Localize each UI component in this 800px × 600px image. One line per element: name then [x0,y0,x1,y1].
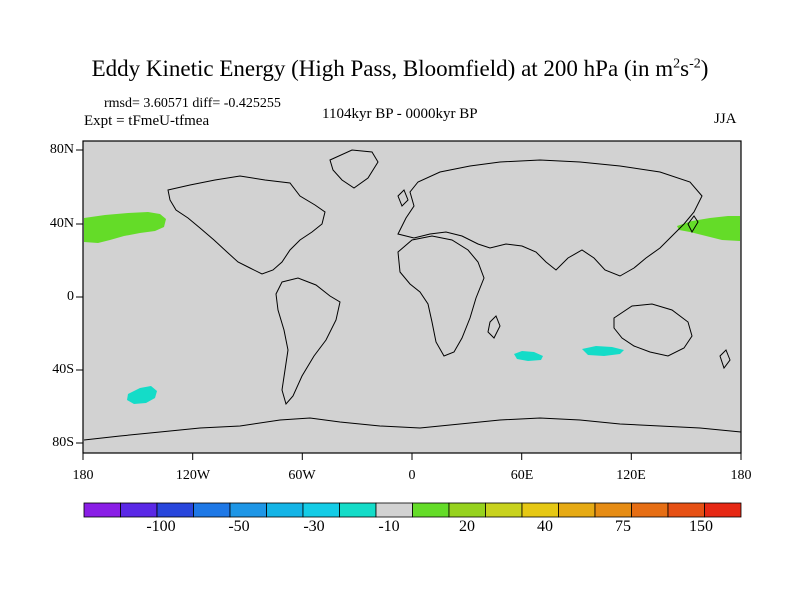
stats-label: rmsd= 3.60571 diff= -0.425255 [104,96,281,111]
colorbar-box [339,502,377,518]
season-label: JJA [714,111,737,127]
colorbar-box [156,502,194,518]
colorbar-box [594,502,632,518]
x-tick-180w: 180 [72,468,94,483]
colorbar-box [521,502,559,518]
colorbar-box [704,502,742,518]
colorbar-label: 150 [689,518,713,535]
colorbar-label: 40 [537,518,553,535]
colorbar-label: -100 [146,518,176,535]
colorbar-box [229,502,267,518]
x-tick-60w: 60W [288,468,316,483]
negative-anomaly-south-pacific [127,386,157,404]
colorbar-label: 75 [615,518,631,535]
coastlines [83,149,742,441]
colorbar-label: -30 [303,518,325,535]
colorbar-label: -50 [228,518,250,535]
coast-eurasia [397,159,703,277]
colorbar-box [120,502,158,518]
colorbar-box [631,502,669,518]
positive-anomaly-north-pacific-west [84,212,166,243]
y-tick-0: 0 [67,289,74,304]
colorbar-box [558,502,596,518]
coast-new-zealand [719,349,731,370]
colorbar-box [448,502,486,518]
y-tick-80n: 80N [49,142,74,157]
y-tick-40n: 40N [49,216,74,231]
colorbar-box [193,502,231,518]
negative-anomaly-indian-ocean-east [582,346,624,356]
coast-japan [687,215,699,234]
coast-greenland [329,149,379,189]
colorbar-box [302,502,340,518]
coast-africa [397,235,485,357]
coast-madagascar [487,315,501,339]
colorbar-box [266,502,304,518]
x-tick-0: 0 [408,468,416,483]
x-tick-120e: 120E [616,468,646,483]
map-title: Eddy Kinetic Energy (High Pass, Bloomfie… [91,56,709,81]
colorbar-label: -10 [378,518,400,535]
y-tick-80s: 80S [52,435,74,450]
period-label: 1104kyr BP - 0000kyr BP [322,106,478,122]
axis-ticks [76,149,742,460]
coast-antarctica [83,417,742,441]
colorbar-box [412,502,450,518]
map-background [82,140,742,454]
positive-anomaly-north-pacific-east [677,216,740,241]
x-tick-60e: 60E [510,468,534,483]
colorbar-box [375,502,413,518]
x-tick-180e: 180 [730,468,752,483]
colorbar-box [83,502,121,518]
colorbar-label: 20 [459,518,475,535]
coast-north-america [167,175,326,275]
coast-uk [397,189,409,207]
colorbar-box [667,502,705,518]
x-tick-120w: 120W [175,468,211,483]
y-tick-40s: 40S [52,362,74,377]
negative-anomaly-indian-ocean-west [514,351,543,361]
colorbar [83,502,742,518]
coast-south-america [275,277,341,406]
colorbar-box [485,502,523,518]
experiment-label: Expt = tFmeU-tfmea [84,113,210,129]
coast-australia [613,303,693,357]
